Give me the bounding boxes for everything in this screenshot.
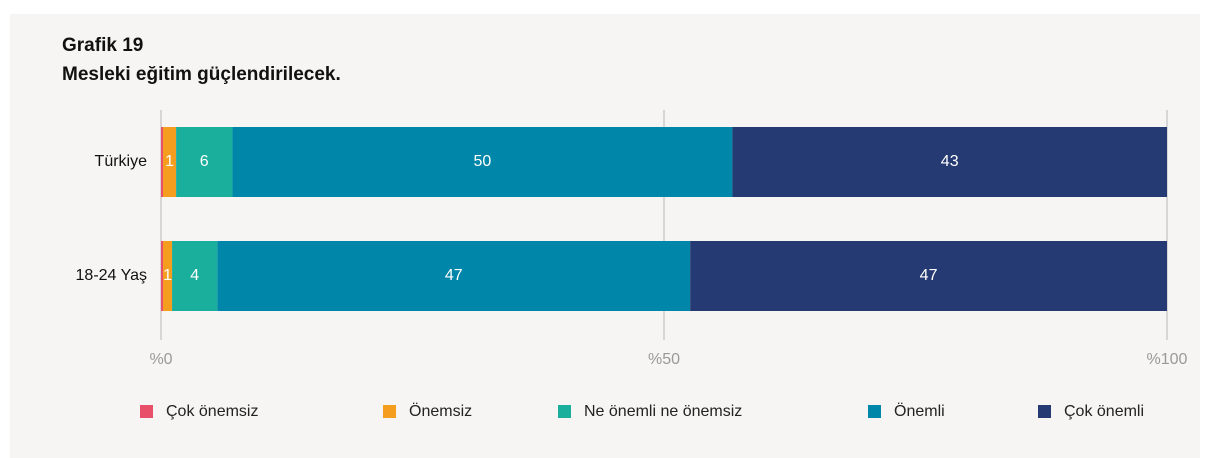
bar-segment xyxy=(163,127,177,197)
chart-subtitle: Mesleki eğitim güçlendirilecek. xyxy=(62,64,341,85)
legend-swatch xyxy=(558,405,571,418)
x-tick-label: %50 xyxy=(648,351,680,368)
data-label: 47 xyxy=(920,267,938,284)
bar-segment xyxy=(163,241,173,311)
legend-swatch xyxy=(383,405,396,418)
legend-swatch xyxy=(140,405,153,418)
data-label: 4 xyxy=(190,267,199,284)
data-label: 1 xyxy=(163,267,172,284)
bar-segment xyxy=(232,127,733,197)
category-label: Türkiye xyxy=(95,153,148,170)
bar-segment xyxy=(161,241,164,311)
legend-label: Çok önemli xyxy=(1064,403,1144,420)
legend-swatch xyxy=(1038,405,1051,418)
panel xyxy=(10,14,1200,458)
chart-title: Grafik 19 xyxy=(62,35,143,56)
bar-segment xyxy=(217,241,691,311)
data-label: 1 xyxy=(165,153,174,170)
legend-label: Önemli xyxy=(894,402,945,420)
legend-swatch xyxy=(868,405,881,418)
legend-label: Önemsiz xyxy=(409,402,472,420)
data-label: 47 xyxy=(445,267,463,284)
bar-segment xyxy=(690,241,1167,311)
bar-segment xyxy=(172,241,218,311)
data-label: 43 xyxy=(941,153,959,170)
legend-label: Ne önemli ne önemsiz xyxy=(584,403,742,420)
bar-segment xyxy=(161,127,164,197)
bar-segment xyxy=(732,127,1167,197)
data-label: 6 xyxy=(200,153,209,170)
bar-segment xyxy=(176,127,233,197)
x-tick-label: %0 xyxy=(149,351,172,368)
x-tick-label: %100 xyxy=(1147,351,1188,368)
data-label: 50 xyxy=(474,153,492,170)
category-label: 18-24 Yaş xyxy=(76,267,147,284)
legend-label: Çok önemsiz xyxy=(166,403,258,420)
